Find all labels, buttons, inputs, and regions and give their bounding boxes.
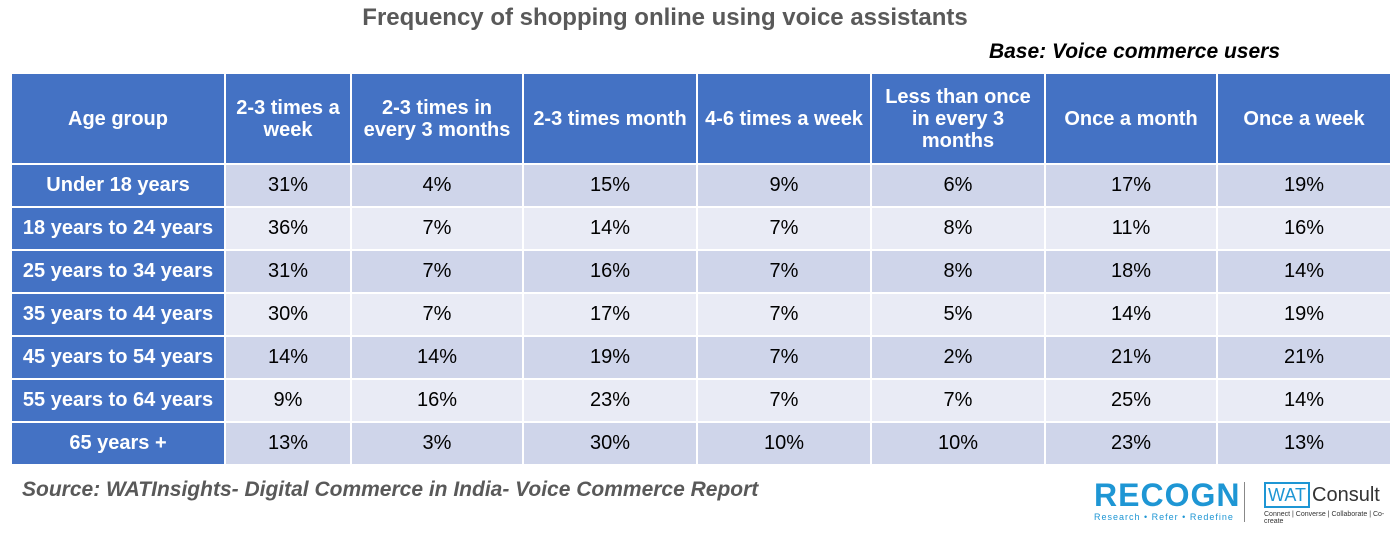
column-header: Age group [10,72,226,165]
header-row: Age group 2-3 times a week 2-3 times in ev… [10,72,1392,165]
source-note: Source: WATInsights- Digital Commerce in… [22,478,759,501]
age-group-cell: 18 years to 24 years [10,206,226,251]
table-cell: 30% [522,421,698,466]
watconsult-tagline: Connect | Converse | Collaborate | Co-cr… [1264,511,1385,525]
age-group-cell: Under 18 years [10,163,226,208]
recogn-logo-text: RECOGN [1094,477,1241,513]
table-row: 25 years to 34 years 31% 7% 16% 7% 8% 18% 14% [10,249,1392,294]
age-group-cell: 25 years to 34 years [10,249,226,294]
frequency-table: Age group 2-3 times a week 2-3 times in ev… [10,72,1392,466]
table-row: Under 18 years 31% 4% 15% 9% 6% 17% 19% [10,163,1392,208]
table-cell: 19% [1216,292,1392,337]
column-header: 2-3 times a week [224,72,352,165]
table-cell: 7% [350,249,524,294]
table-cell: 30% [224,292,352,337]
table-cell: 10% [696,421,872,466]
age-group-cell: 35 years to 44 years [10,292,226,337]
table-cell: 6% [870,163,1046,208]
table-cell: 7% [696,292,872,337]
table-cell: 4% [350,163,524,208]
table-cell: 7% [350,206,524,251]
table-cell: 25% [1044,378,1218,423]
table-cell: 31% [224,249,352,294]
table-cell: 8% [870,249,1046,294]
table-body: Under 18 years 31% 4% 15% 9% 6% 17% 19% 18 years… [10,163,1392,466]
wat-logo-box: WAT [1264,482,1310,508]
recogn-logo: RECOGN Research • Refer • Redefine [1094,477,1241,522]
table-cell: 9% [696,163,872,208]
age-group-cell: 55 years to 64 years [10,378,226,423]
consult-logo-text: Consult [1312,484,1380,506]
chart-title: Frequency of shopping online using voice… [362,4,968,31]
table-cell: 19% [522,335,698,380]
table-cell: 14% [522,206,698,251]
table-row: 55 years to 64 years 9% 16% 23% 7% 7% 25% 14% [10,378,1392,423]
table-cell: 17% [1044,163,1218,208]
table-cell: 7% [696,335,872,380]
table-cell: 7% [696,249,872,294]
table-cell: 14% [1216,378,1392,423]
table-cell: 3% [350,421,524,466]
table-cell: 14% [224,335,352,380]
column-header: 2-3 times month [522,72,698,165]
table-cell: 13% [1216,421,1392,466]
recogn-tagline: Research • Refer • Redefine [1094,512,1234,522]
table-cell: 14% [1044,292,1218,337]
table-cell: 7% [696,378,872,423]
column-header: 4-6 times a week [696,72,872,165]
table-row: 35 years to 44 years 30% 7% 17% 7% 5% 14% 19% [10,292,1392,337]
table-cell: 15% [522,163,698,208]
table-row: 18 years to 24 years 36% 7% 14% 7% 8% 11% 16% [10,206,1392,251]
watconsult-logo: WAT Consult Connect | Converse | Collabor… [1264,482,1400,525]
logo-divider [1244,482,1245,522]
table-cell: 11% [1044,206,1218,251]
table-cell: 31% [224,163,352,208]
table-cell: 8% [870,206,1046,251]
table-cell: 16% [522,249,698,294]
age-group-cell: 65 years + [10,421,226,466]
table-cell: 10% [870,421,1046,466]
table-row: 65 years +13% 3% 30% 10% 10% 23% 13% [10,421,1392,466]
table-cell: 18% [1044,249,1218,294]
table-cell: 9% [224,378,352,423]
table-cell: 7% [696,206,872,251]
table-cell: 16% [1216,206,1392,251]
table-cell: 36% [224,206,352,251]
table-cell: 14% [1216,249,1392,294]
table-cell: 19% [1216,163,1392,208]
table-row: 45 years to 54 years 14% 14% 19% 7% 2% 21% 21% [10,335,1392,380]
column-header: Once a month [1044,72,1218,165]
column-header: Less than once in every 3 months [870,72,1046,165]
table-cell: 14% [350,335,524,380]
table-cell: 17% [522,292,698,337]
table-cell: 7% [870,378,1046,423]
age-group-cell: 45 years to 54 years [10,335,226,380]
base-note: Base: Voice commerce users [988,40,1280,63]
table-cell: 5% [870,292,1046,337]
table-cell: 16% [350,378,524,423]
table-cell: 21% [1044,335,1218,380]
column-header: 2-3 times in every 3 months [350,72,524,165]
table-cell: 23% [1044,421,1218,466]
table-cell: 13% [224,421,352,466]
table-cell: 21% [1216,335,1392,380]
table-cell: 23% [522,378,698,423]
column-header: Once a week [1216,72,1392,165]
table-cell: 2% [870,335,1046,380]
table-cell: 7% [350,292,524,337]
